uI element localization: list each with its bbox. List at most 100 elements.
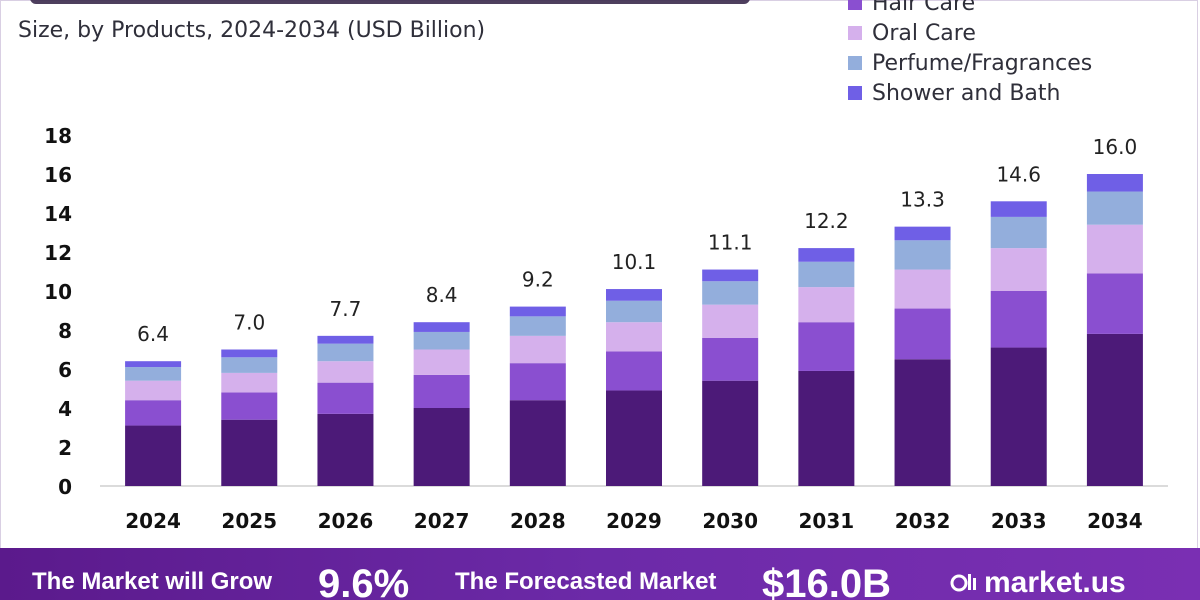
- bar-segment-2027-2: [413, 349, 470, 375]
- total-label-2027: 8.4: [426, 283, 458, 307]
- y-tick-label: 10: [44, 280, 72, 304]
- x-tick-label-2033: 2033: [991, 509, 1047, 533]
- x-tick-label-2034: 2034: [1087, 509, 1143, 533]
- bar-segment-2030-0: [702, 380, 759, 486]
- bar-segment-2026-4: [317, 335, 374, 344]
- bar-segment-2029-3: [606, 300, 662, 323]
- legend-swatch: [848, 56, 862, 70]
- y-tick-label: 6: [58, 358, 72, 382]
- bar-segment-2026-2: [317, 361, 374, 383]
- footer-banner: The Market will Grow 9.6% The Forecasted…: [0, 548, 1200, 600]
- bar-segment-2028-3: [509, 316, 566, 336]
- cropped-title-bar: [30, 0, 750, 4]
- bar-segment-2033-0: [990, 347, 1047, 486]
- bar-segment-2031-4: [798, 248, 855, 262]
- legend-swatch: [848, 86, 862, 100]
- total-label-2028: 9.2: [522, 268, 554, 292]
- x-tick-label-2032: 2032: [895, 509, 951, 533]
- bar-segment-2029-1: [606, 351, 662, 391]
- total-label-2030: 11.1: [708, 231, 753, 255]
- total-label-2034: 16.0: [1093, 135, 1138, 159]
- stacked-bar-chart: 0 2 4 6 8 10 12 14 16 18 6.4 2024 7.0 2025 7.7 2026 8.4 2…: [44, 124, 1168, 533]
- bar-segment-2034-2: [1086, 224, 1143, 274]
- y-tick-label: 14: [44, 202, 72, 226]
- total-label-2025: 7.0: [233, 311, 265, 335]
- forecast-value: $16.0B: [762, 562, 891, 600]
- y-tick-label: 0: [58, 475, 72, 499]
- bar-segment-2028-4: [509, 306, 566, 317]
- y-tick-label: 2: [58, 436, 72, 460]
- bar-segment-2027-0: [413, 408, 470, 486]
- y-tick-label: 8: [58, 319, 72, 343]
- total-label-2031: 12.2: [804, 209, 849, 233]
- bar-segment-2034-0: [1086, 333, 1143, 486]
- legend-label: Shower and Bath: [872, 80, 1061, 106]
- x-tick-label-2026: 2026: [318, 509, 374, 533]
- total-label-2026: 7.7: [330, 297, 362, 321]
- brand-name: market.us: [984, 566, 1126, 599]
- y-tick-label: 16: [44, 163, 72, 187]
- y-tick-label: 4: [58, 397, 72, 421]
- bar-segment-2027-4: [413, 322, 470, 332]
- bar-segment-2034-1: [1086, 273, 1143, 334]
- bar-segment-2024-3: [125, 367, 182, 381]
- total-label-2033: 14.6: [996, 162, 1041, 186]
- bar-segment-2027-1: [413, 374, 470, 408]
- bar-segment-2032-0: [894, 359, 951, 486]
- legend-label: Hair Care: [872, 0, 976, 16]
- x-tick-label-2031: 2031: [799, 509, 855, 533]
- bar-segment-2032-2: [894, 269, 951, 309]
- legend-label: Perfume/Fragrances: [872, 50, 1093, 76]
- bar-segment-2030-2: [702, 304, 759, 338]
- bar-segment-2024-0: [125, 425, 182, 486]
- total-label-2024: 6.4: [137, 322, 169, 346]
- brand-logo-icon: [950, 574, 976, 592]
- cagr-value: 9.6%: [318, 562, 410, 600]
- bar-segment-2029-4: [606, 289, 662, 301]
- y-tick-label: 18: [44, 124, 72, 148]
- bar-segment-2031-2: [798, 287, 855, 323]
- bar-segment-2033-3: [990, 216, 1047, 249]
- bar-segment-2026-3: [317, 343, 374, 362]
- x-tick-label-2028: 2028: [510, 509, 566, 533]
- bar-segment-2025-4: [221, 349, 278, 358]
- bar-segment-2025-1: [221, 392, 278, 420]
- bar-segment-2024-2: [125, 380, 182, 401]
- x-tick-label-2029: 2029: [606, 509, 662, 533]
- legend-swatch: [848, 0, 862, 10]
- legend-item-perfume: Perfume/Fragrances: [848, 48, 1092, 78]
- x-tick-label-2030: 2030: [702, 509, 758, 533]
- bar-segment-2026-1: [317, 382, 374, 414]
- bar-segment-2025-3: [221, 357, 278, 373]
- bar-segment-2028-0: [509, 400, 566, 486]
- forecast-label: The Forecasted Market: [455, 568, 717, 595]
- total-label-2032: 13.3: [900, 188, 945, 212]
- bar-segment-2030-3: [702, 281, 759, 305]
- bar-segment-2028-1: [509, 363, 566, 401]
- legend-item-oral-care: Oral Care: [848, 18, 1092, 48]
- bar-segment-2030-1: [702, 337, 759, 381]
- y-tick-label: 12: [44, 241, 72, 265]
- bar-segment-2031-1: [798, 322, 855, 371]
- x-tick-label-2025: 2025: [221, 509, 277, 533]
- bar-segment-2032-1: [894, 308, 951, 360]
- bar-segment-2033-4: [990, 201, 1047, 217]
- bar-segment-2024-1: [125, 400, 182, 426]
- bar-segment-2029-0: [606, 390, 662, 486]
- bar-segment-2034-3: [1086, 191, 1143, 225]
- total-label-2029: 10.1: [612, 250, 657, 274]
- bar-segment-2025-0: [221, 419, 278, 486]
- bar-segment-2032-4: [894, 226, 951, 241]
- legend-swatch: [848, 26, 862, 40]
- chart-subtitle: Size, by Products, 2024-2034 (USD Billio…: [18, 18, 486, 43]
- bar-segment-2027-3: [413, 331, 470, 350]
- bar-segment-2033-1: [990, 291, 1047, 348]
- bar-segment-2030-4: [702, 269, 759, 282]
- x-tick-label-2024: 2024: [125, 509, 181, 533]
- legend: Hair Care Oral Care Perfume/Fragrances S…: [848, 0, 1092, 108]
- legend-item-shower-bath: Shower and Bath: [848, 78, 1092, 108]
- grow-label: The Market will Grow: [32, 568, 273, 595]
- bar-segment-2031-0: [798, 370, 855, 486]
- bar-segment-2032-3: [894, 240, 951, 270]
- bar-segment-2031-3: [798, 261, 855, 288]
